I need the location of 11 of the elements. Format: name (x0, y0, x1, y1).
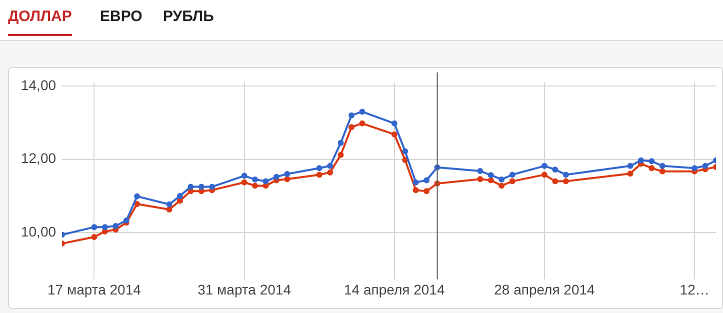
y-tick-label: 10,00 (20, 223, 56, 240)
text: ЕВРО (100, 8, 142, 27)
y-tick-label: 12,00 (20, 150, 56, 166)
x-tick-label: 28 апреля 2014 (494, 281, 596, 298)
x-tick-label: 31 марта 2014 (198, 281, 292, 298)
x-tick-label: 17 марта 2014 (47, 281, 142, 298)
text: РУБЛЬ (163, 8, 214, 27)
y-tick-label: 14,00 (20, 76, 56, 93)
text: ДОЛЛАР (8, 8, 72, 36)
x-tick-label: 14 апреля 2014 (344, 281, 445, 298)
x-tick-label: 12… (680, 281, 710, 298)
